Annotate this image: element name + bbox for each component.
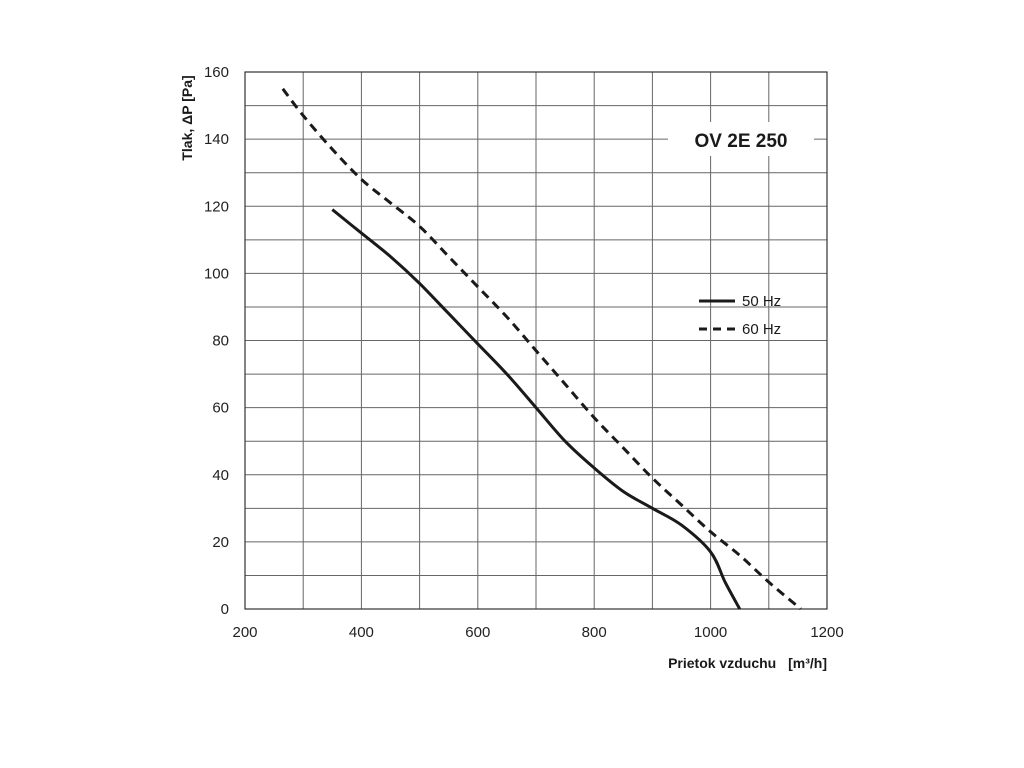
- y-tick-label: 60: [212, 400, 229, 417]
- legend-label-60hz: 60 Hz: [742, 321, 781, 338]
- tick-labels: 200 400 600 800 1000 1200 0 20 40 60 80 100 120 140 16…: [204, 64, 844, 641]
- y-tick-label: 0: [221, 601, 229, 618]
- x-axis-label: Prietok vzduchu [m³/h]: [668, 655, 827, 671]
- y-tick-label: 80: [212, 333, 229, 350]
- legend-background: [688, 284, 805, 344]
- series-line-60hz: [281, 87, 802, 611]
- x-axis-label-text: Prietok vzduchu: [668, 655, 776, 671]
- legend-label-50hz: 50 Hz: [742, 293, 781, 310]
- y-axis-label: Tlak, ΔP [Pa]: [179, 75, 195, 160]
- y-tick-label: 40: [212, 467, 229, 484]
- y-tick-label: 140: [204, 131, 229, 148]
- plot-frame: [244, 71, 828, 610]
- x-tick-label: 800: [582, 624, 607, 641]
- y-tick-label: 100: [204, 265, 229, 282]
- legend: 50 Hz 60 Hz: [699, 293, 781, 338]
- x-tick-label: 1000: [694, 624, 727, 641]
- series-line-50hz: [331, 208, 742, 610]
- x-tick-label: 200: [232, 624, 257, 641]
- y-tick-label: 160: [204, 64, 229, 81]
- x-axis-unit: [m³/h]: [788, 655, 827, 671]
- y-tick-label: 120: [204, 198, 229, 215]
- x-tick-label: 600: [465, 624, 490, 641]
- series-lines: [281, 87, 802, 611]
- chart-title: OV 2E 250: [695, 131, 788, 152]
- chart-title-background: [668, 122, 814, 156]
- x-tick-label: 400: [349, 624, 374, 641]
- x-tick-label: 1200: [810, 624, 843, 641]
- y-tick-label: 20: [212, 534, 229, 551]
